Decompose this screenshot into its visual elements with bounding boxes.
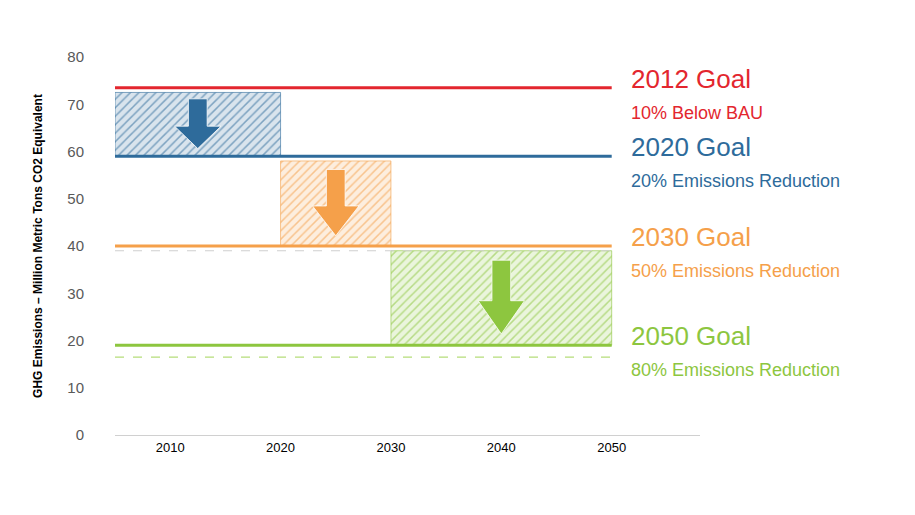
svg-text:60: 60	[67, 143, 84, 160]
svg-text:2050: 2050	[597, 440, 626, 455]
svg-text:70: 70	[67, 96, 84, 113]
svg-text:20: 20	[67, 332, 84, 349]
svg-text:50: 50	[67, 190, 84, 207]
svg-text:2040: 2040	[487, 440, 516, 455]
svg-text:10: 10	[67, 379, 84, 396]
svg-text:2030: 2030	[376, 440, 405, 455]
svg-text:0: 0	[76, 426, 84, 443]
svg-text:2020 Goal: 2020 Goal	[631, 132, 751, 162]
svg-text:20% Emissions Reduction: 20% Emissions Reduction	[631, 171, 840, 191]
svg-text:2030 Goal: 2030 Goal	[631, 222, 751, 252]
svg-text:GHG Emissions – Million Metric: GHG Emissions – Million Metric Tons CO2 …	[31, 94, 45, 398]
svg-text:30: 30	[67, 285, 84, 302]
svg-text:80% Emissions Reduction: 80% Emissions Reduction	[631, 360, 840, 380]
svg-text:2050 Goal: 2050 Goal	[631, 321, 751, 351]
svg-text:80: 80	[67, 48, 84, 65]
svg-text:50% Emissions Reduction: 50% Emissions Reduction	[631, 261, 840, 281]
svg-text:10% Below BAU: 10% Below BAU	[631, 103, 763, 123]
svg-text:40: 40	[67, 237, 84, 254]
svg-text:2010: 2010	[156, 440, 185, 455]
svg-text:2020: 2020	[266, 440, 295, 455]
svg-text:2012 Goal: 2012 Goal	[631, 64, 751, 94]
